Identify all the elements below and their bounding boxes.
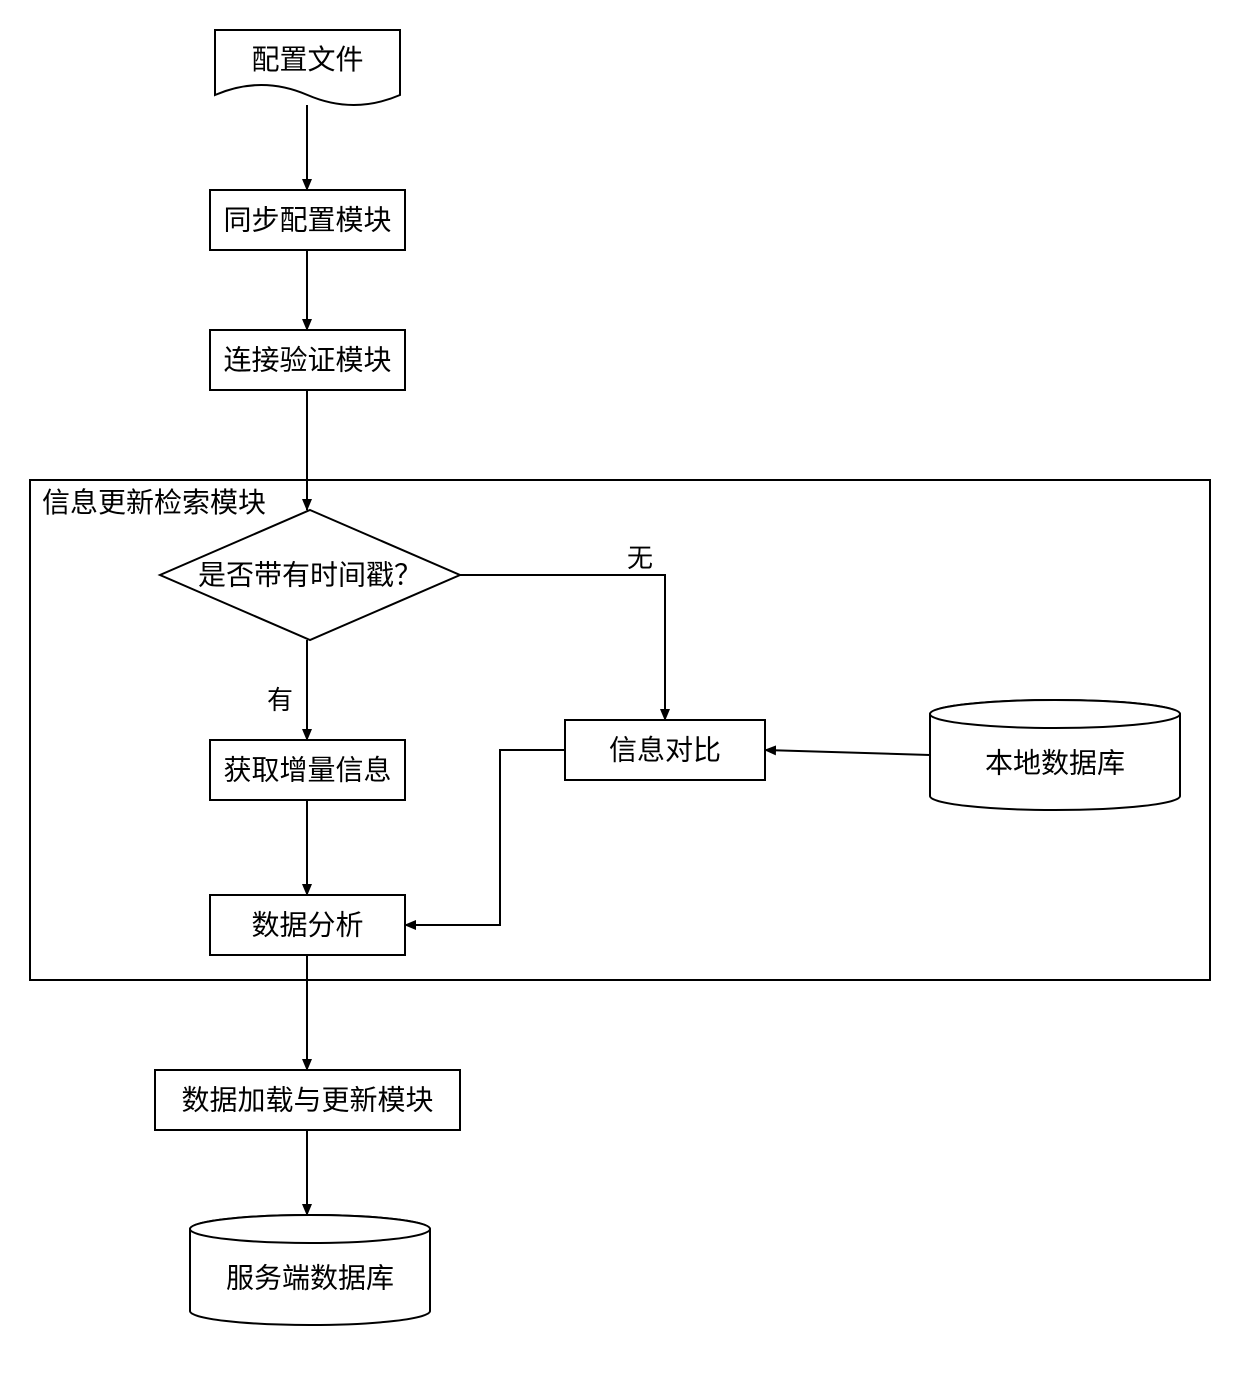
edge-decision-to-info_compare bbox=[460, 575, 665, 720]
node-local_db-top bbox=[930, 700, 1180, 728]
node-label-get_incr: 获取增量信息 bbox=[223, 755, 391, 786]
node-label-data_analysis: 数据分析 bbox=[251, 910, 363, 941]
edge-local_db-to-info_compare bbox=[765, 750, 930, 755]
node-server_db-top bbox=[190, 1215, 430, 1243]
node-label-load_update: 数据加载与更新模块 bbox=[181, 1085, 433, 1116]
module-container-label: 信息更新检索模块 bbox=[42, 487, 266, 518]
flowchart-diagram: 信息更新检索模块有 无 配置文件同步配置模块连接验证模块是否带有时间戳？ 获取增量信息… bbox=[0, 0, 1240, 1397]
node-label-decision: 是否带有时间戳？ bbox=[198, 560, 422, 591]
node-label-info_compare: 信息对比 bbox=[609, 735, 721, 766]
node-label-server_db: 服务端数据库 bbox=[226, 1263, 394, 1294]
edge-label-decision-get_incr: 有 bbox=[267, 685, 293, 715]
edge-info_compare-to-data_analysis bbox=[405, 750, 565, 925]
node-label-conn_verify: 连接验证模块 bbox=[223, 345, 391, 376]
node-label-config_file: 配置文件 bbox=[251, 44, 363, 75]
node-label-local_db: 本地数据库 bbox=[985, 748, 1125, 779]
edge-label-decision-info_compare: 无 bbox=[627, 543, 653, 573]
node-label-sync_module: 同步配置模块 bbox=[223, 205, 391, 236]
